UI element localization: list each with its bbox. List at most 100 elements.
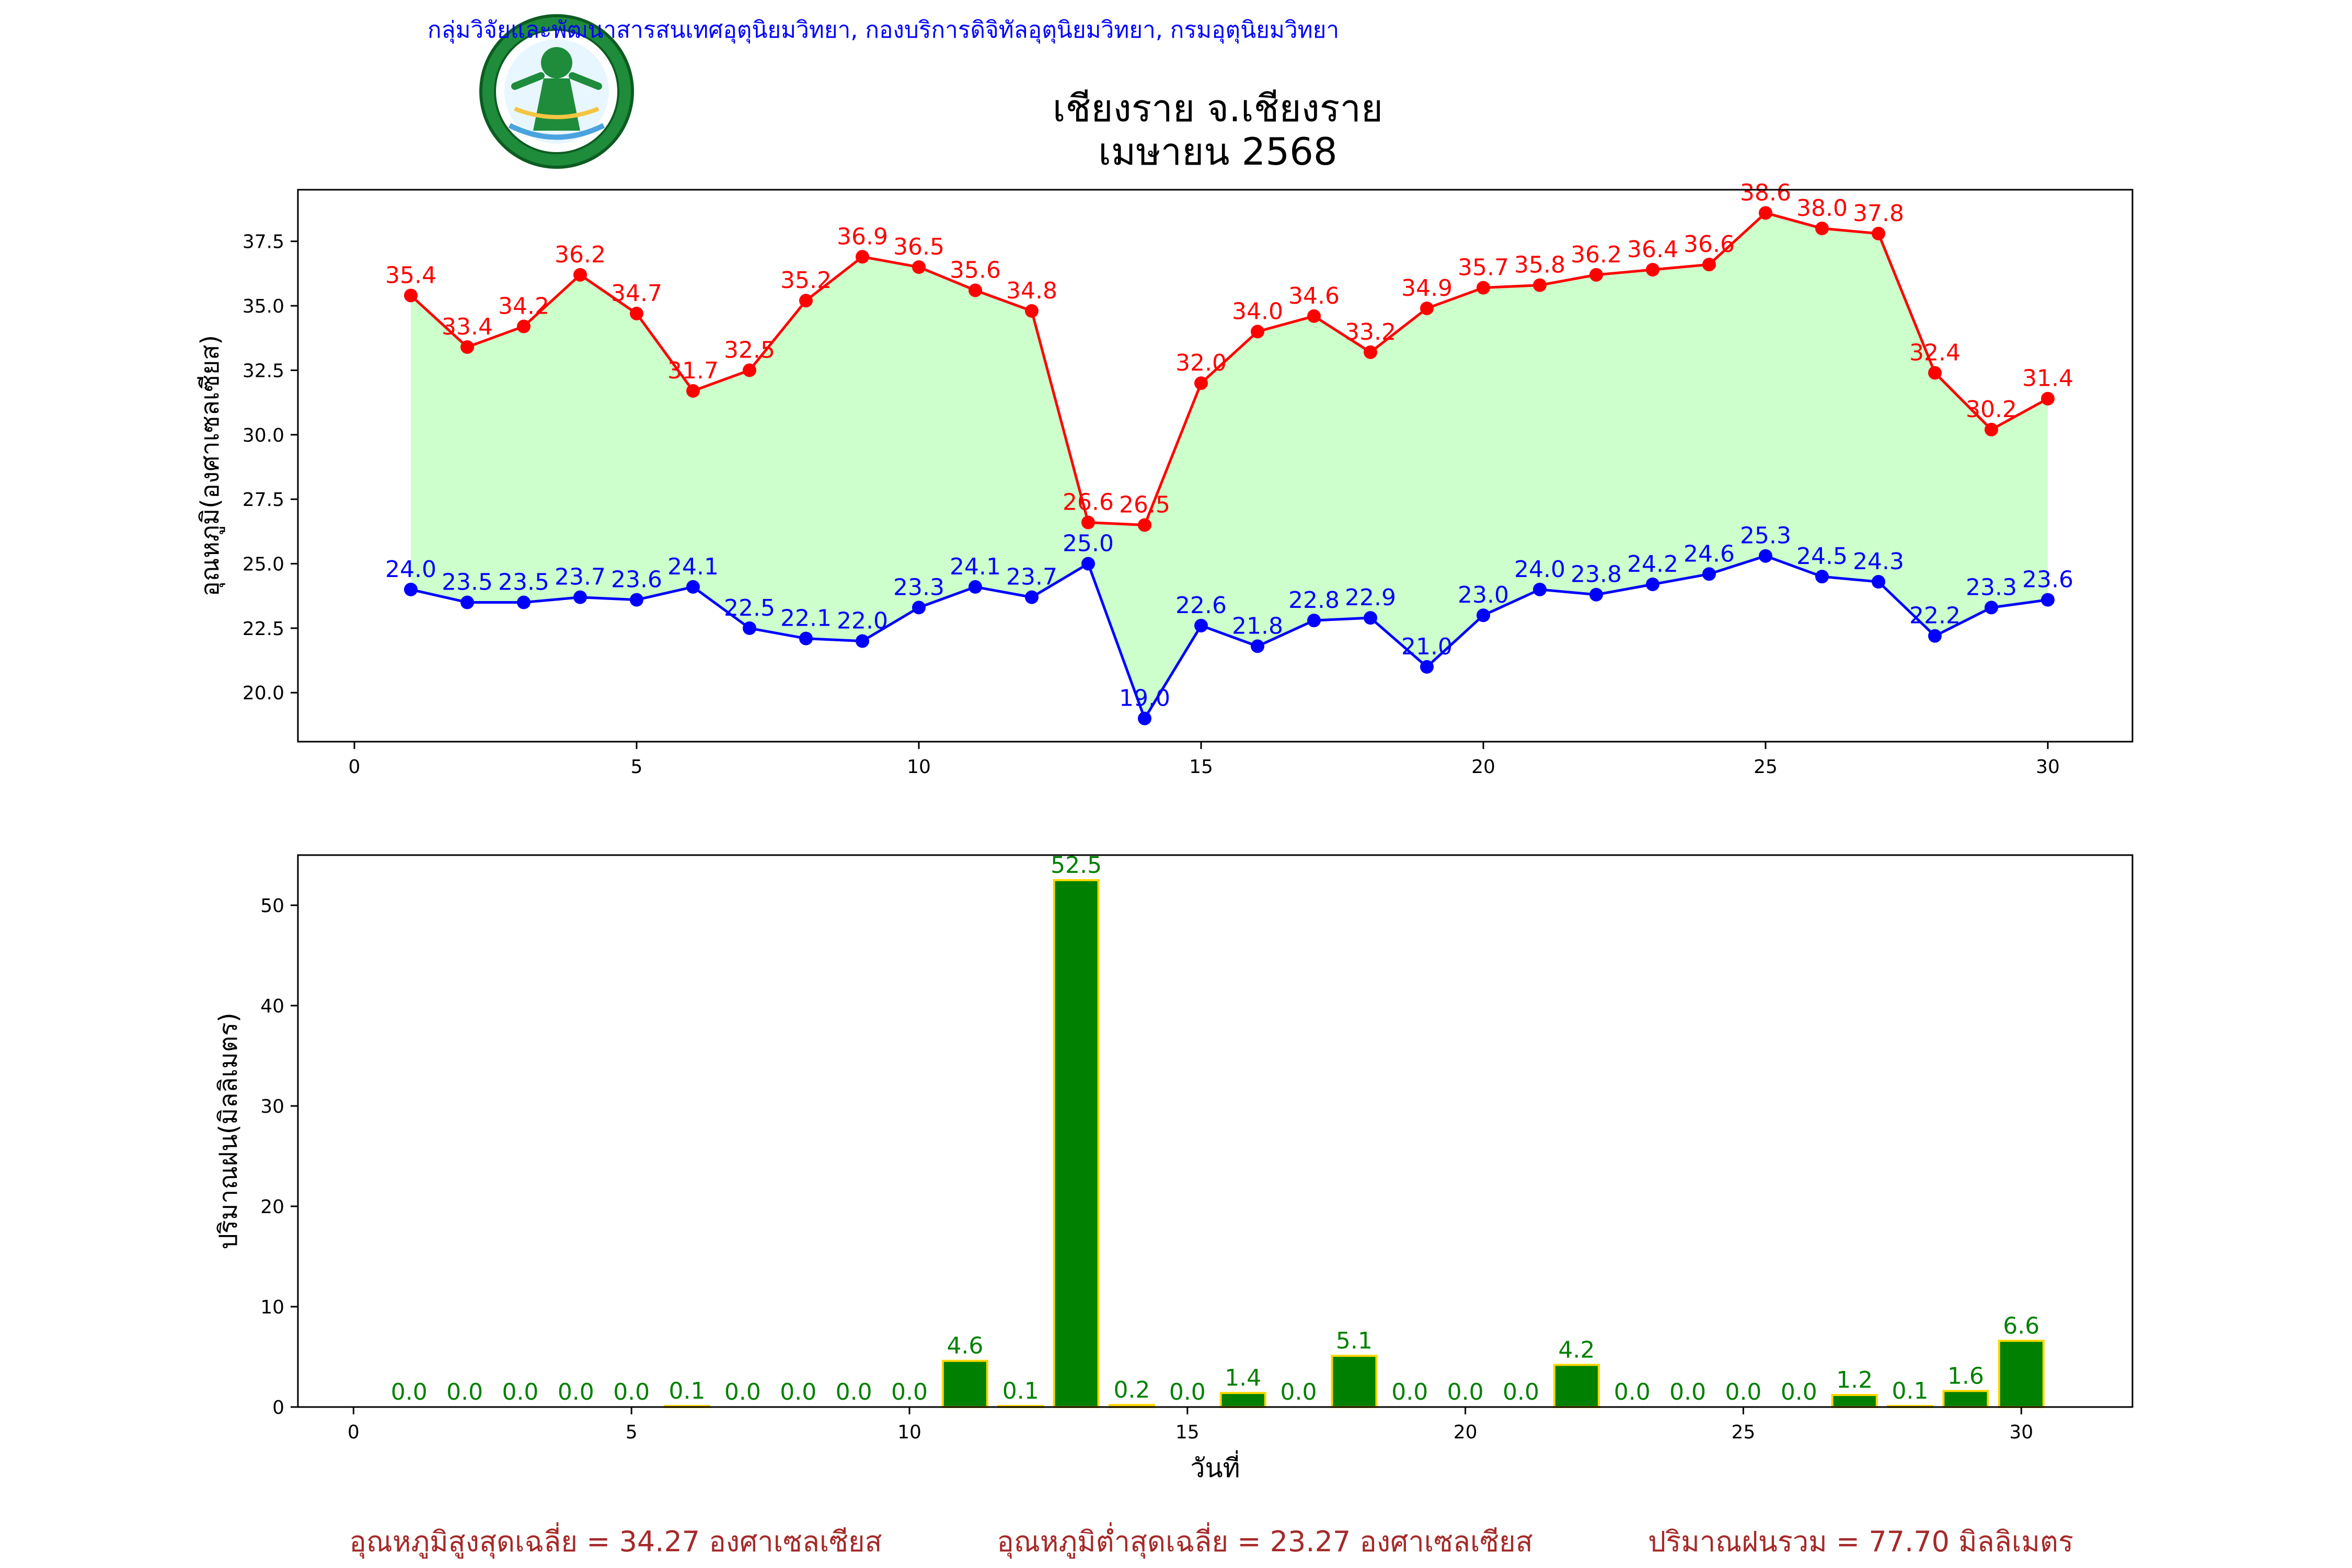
- max-temp-point: [1702, 258, 1716, 272]
- rain-value-label: 0.2: [1113, 1377, 1150, 1403]
- rain-y-tick-label: 40: [260, 996, 284, 1017]
- max-temp-point: [1138, 518, 1151, 532]
- min-temp-point: [1364, 611, 1377, 625]
- rain-value-label: 0.0: [1614, 1379, 1651, 1405]
- rain-value-label: 0.0: [446, 1379, 483, 1405]
- rain-x-tick-label: 10: [897, 1422, 921, 1443]
- rain-value-label: 0.0: [724, 1379, 761, 1405]
- rain-x-tick-label: 30: [2009, 1422, 2033, 1443]
- min-temp-value-label: 24.0: [385, 556, 436, 583]
- rain-y-tick-label: 10: [260, 1297, 284, 1318]
- rainfall-axis-label: ปริมาณฝน(มิลลิเมตร): [214, 1012, 243, 1249]
- day-axis-label: วันที่: [1190, 1450, 1240, 1483]
- min-temp-value-label: 22.5: [724, 595, 775, 621]
- min-temp-value-label: 24.1: [950, 554, 1001, 580]
- rain-value-label: 0.1: [1002, 1378, 1039, 1404]
- min-temp-point: [1477, 608, 1490, 622]
- min-temp-point: [404, 582, 418, 596]
- rain-bar: [1053, 879, 1100, 1408]
- rain-value-label: 0.0: [613, 1379, 650, 1405]
- min-temp-value-label: 21.8: [1232, 613, 1283, 639]
- temp-x-tick-label: 30: [2036, 756, 2060, 778]
- rain-y-tick-label: 30: [260, 1096, 284, 1117]
- rain-x-tick-label: 20: [1454, 1422, 1478, 1443]
- min-temp-point: [856, 634, 869, 648]
- min-temp-value-label: 23.6: [2022, 567, 2073, 593]
- rain-value-label: 0.0: [1169, 1379, 1206, 1405]
- rain-value-label: 0.0: [1447, 1379, 1484, 1405]
- rain-value-label: 0.0: [1725, 1379, 1761, 1405]
- min-temp-value-label: 23.5: [498, 569, 549, 596]
- max-temp-point: [1477, 281, 1490, 295]
- max-temp-point: [1364, 345, 1377, 359]
- min-temp-value-label: 24.6: [1684, 540, 1735, 567]
- rain-value-label: 1.4: [1225, 1365, 1261, 1391]
- max-temp-value-label: 32.0: [1175, 350, 1227, 376]
- min-temp-point: [1872, 575, 1885, 589]
- temp-y-tick-label: 30.0: [243, 425, 284, 446]
- temp-y-tick-label: 20.0: [243, 683, 284, 704]
- rain-value-label: 0.0: [836, 1379, 872, 1405]
- min-temp-point: [1589, 587, 1603, 602]
- min-temp-value-label: 23.5: [442, 569, 493, 596]
- max-temp-point: [1307, 309, 1321, 323]
- max-temp-point: [1025, 304, 1039, 318]
- min-temp-value-label: 23.7: [555, 564, 606, 591]
- max-temp-point: [404, 289, 418, 303]
- max-temp-value-label: 35.8: [1514, 252, 1565, 279]
- min-temp-point: [1646, 577, 1659, 591]
- total-rainfall: ปริมาณฝนรวม = 77.70 มิลลิเมตร: [1648, 1525, 2073, 1558]
- rain-bar: [1998, 1340, 2045, 1409]
- temp-x-tick-label: 20: [1471, 756, 1495, 778]
- max-temp-value-label: 36.4: [1627, 236, 1678, 263]
- avg-max-temp: อุณหภูมิสูงสุดเฉลี่ย = 34.27 องศาเซลเซีย…: [349, 1522, 882, 1559]
- min-temp-value-label: 23.6: [611, 567, 662, 593]
- rain-value-label: 1.6: [1947, 1363, 1984, 1389]
- rain-bar: [1942, 1390, 1989, 1409]
- temperature-chart: 35.433.434.236.234.731.732.535.236.9 36.5…: [195, 179, 2134, 778]
- rain-value-label: 0.0: [1281, 1379, 1317, 1405]
- rain-value-label: 6.6: [2003, 1312, 2039, 1339]
- temp-y-tick-label: 35.0: [243, 296, 284, 317]
- rain-bar: [1219, 1392, 1266, 1409]
- max-temp-point: [856, 250, 869, 264]
- rain-x-tick-label: 0: [348, 1422, 360, 1443]
- rain-value-label: 4.6: [947, 1333, 983, 1359]
- max-temp-point: [1081, 515, 1095, 529]
- temperature-axis-label: อุณหภูมิ(องศาเซลเซียส): [195, 335, 225, 596]
- min-temp-point: [2041, 593, 2055, 607]
- rain-value-label: 0.0: [891, 1379, 928, 1405]
- max-temp-point: [1759, 206, 1772, 220]
- max-temp-value-label: 26.5: [1119, 491, 1170, 518]
- min-temp-value-label: 23.3: [1966, 574, 2017, 601]
- max-temp-point: [1251, 325, 1264, 339]
- min-temp-point: [799, 631, 813, 645]
- min-temp-value-label: 24.5: [1796, 543, 1848, 570]
- min-temp-value-label: 19.0: [1119, 685, 1170, 712]
- max-temp-value-label: 36.6: [1684, 231, 1735, 258]
- max-temp-value-label: 34.0: [1232, 298, 1283, 325]
- chart-title-station: เชียงราย จ.เชียงราย: [1053, 86, 1383, 130]
- max-temp-value-label: 34.9: [1401, 275, 1452, 302]
- rain-y-tick-label: 0: [272, 1397, 284, 1419]
- temp-y-tick-label: 22.5: [243, 618, 284, 640]
- rainfall-plot-frame: [297, 854, 2134, 1408]
- temp-y-tick-label: 27.5: [243, 489, 284, 511]
- max-temp-point: [1589, 268, 1603, 282]
- min-temp-value-label: 22.6: [1175, 592, 1227, 619]
- max-temp-value-label: 38.6: [1740, 179, 1791, 206]
- temp-y-tick-label: 25.0: [243, 554, 284, 575]
- rain-value-label: 0.0: [1503, 1379, 1539, 1405]
- min-temp-value-label: 22.1: [780, 605, 832, 632]
- max-temp-value-label: 32.5: [724, 337, 775, 363]
- min-temp-point: [1420, 660, 1434, 674]
- rain-y-tick-label: 50: [260, 895, 284, 917]
- max-temp-value-label: 36.5: [893, 234, 944, 260]
- rain-bar: [941, 1359, 988, 1408]
- min-temp-point: [1251, 639, 1264, 653]
- min-temp-value-label: 24.3: [1853, 548, 1904, 575]
- min-temp-point: [630, 593, 643, 607]
- max-temp-value-label: 31.4: [2022, 365, 2073, 392]
- rain-bar: [1831, 1393, 1878, 1408]
- min-temp-point: [1025, 590, 1039, 604]
